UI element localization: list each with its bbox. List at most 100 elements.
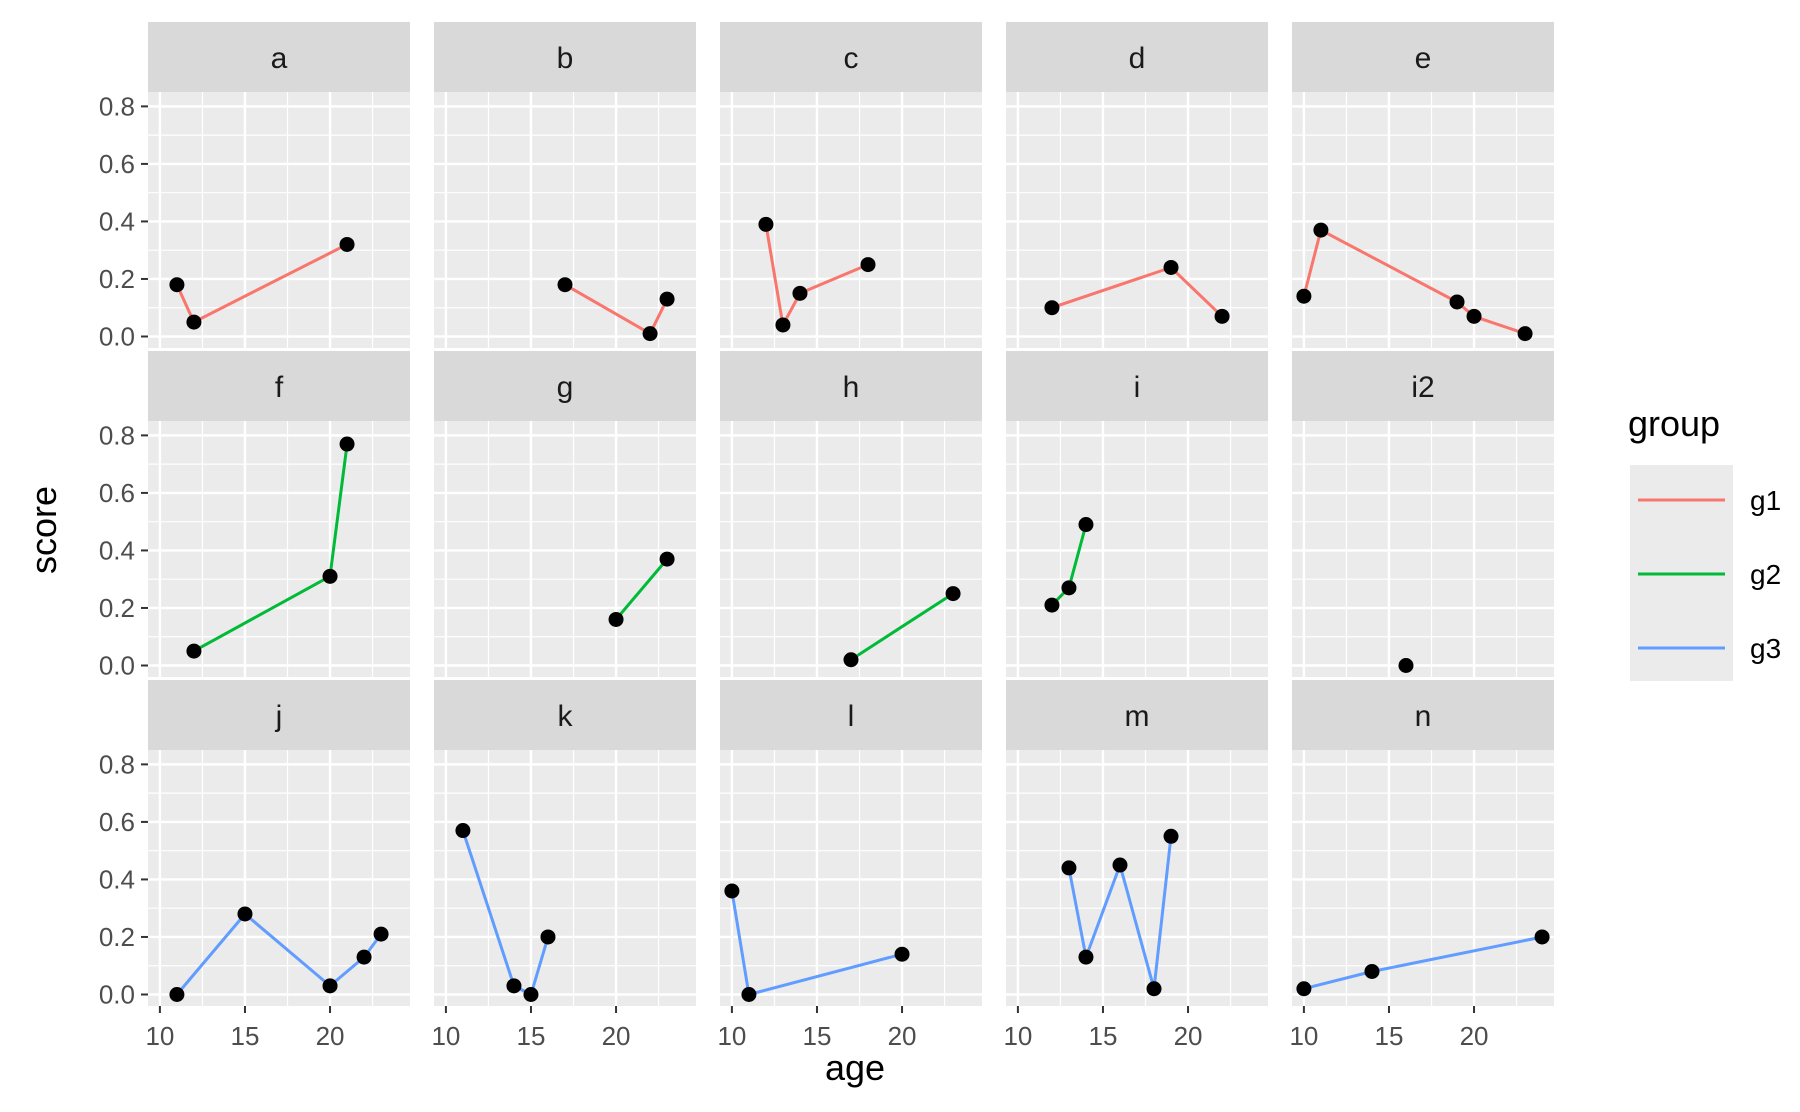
facet-panel-c: c: [720, 22, 982, 348]
data-point: [860, 257, 876, 273]
legend-label: g3: [1750, 633, 1781, 664]
data-point: [1163, 828, 1179, 844]
x-tick-label: 10: [1289, 1021, 1318, 1051]
data-point: [237, 906, 253, 922]
y-tick-label: 0.8: [99, 91, 135, 121]
facet-panel-a: a: [148, 22, 410, 348]
data-point: [792, 285, 808, 301]
data-point: [945, 586, 961, 602]
data-point: [608, 611, 624, 627]
facet-strip-label: j: [275, 700, 283, 733]
legend-label: g2: [1750, 559, 1781, 590]
y-tick-label: 0.0: [99, 650, 135, 680]
facet-panel-i2: i2: [1292, 351, 1554, 677]
x-tick-label: 15: [803, 1021, 832, 1051]
facet-panel-g: g: [434, 351, 696, 677]
x-tick-label: 10: [145, 1021, 174, 1051]
data-point: [339, 436, 355, 452]
x-tick-label: 10: [717, 1021, 746, 1051]
facet-strip: [720, 351, 982, 421]
x-tick-label: 15: [517, 1021, 546, 1051]
data-point: [523, 986, 539, 1002]
facet-strip-label: a: [271, 42, 288, 75]
x-tick-label: 20: [602, 1021, 631, 1051]
data-point: [1061, 580, 1077, 596]
grid-lines: [1292, 92, 1554, 348]
data-point: [1112, 857, 1128, 873]
facet-strip: [1292, 22, 1554, 92]
data-point: [1466, 308, 1482, 324]
series-line-g: [614, 558, 669, 621]
data-point: [169, 986, 185, 1002]
panel-background: [1292, 750, 1554, 1006]
facet-panel-b: b: [434, 22, 696, 348]
facet-strip-label: l: [848, 700, 855, 733]
x-tick-label: 15: [231, 1021, 260, 1051]
facet-panel-l: l: [720, 680, 982, 1006]
panel-background: [148, 750, 410, 1006]
facet-strip-label: f: [275, 371, 284, 404]
facet-panel-j: j: [148, 680, 410, 1006]
facet-strip: [148, 680, 410, 750]
facet-strip: [148, 351, 410, 421]
x-axis-title: age: [825, 1047, 885, 1088]
facet-panel-m: m: [1006, 680, 1268, 1006]
panel-background: [434, 92, 696, 348]
y-tick-label: 0.6: [99, 807, 135, 837]
panel-background: [720, 92, 982, 348]
y-tick-label: 0.6: [99, 149, 135, 179]
facet-strip-label: b: [557, 42, 574, 75]
facet-strip-label: e: [1415, 42, 1432, 75]
facet-strip: [148, 22, 410, 92]
y-tick-label: 0.0: [99, 979, 135, 1009]
grid-lines: [1006, 92, 1268, 348]
data-point: [1044, 597, 1060, 613]
data-point: [1296, 981, 1312, 997]
grid-lines: [1006, 421, 1268, 677]
data-point: [186, 314, 202, 330]
panel-background: [720, 421, 982, 677]
panel-background: [148, 421, 410, 677]
axes: 0.0 0.2 0.4 0.6 0.8 0.0 0.2 0.4 0.6 0.8 0.0 0.2 0.4 0…: [99, 91, 1489, 1051]
data-point: [322, 978, 338, 994]
x-tick-label: 20: [1174, 1021, 1203, 1051]
grid-lines: [1292, 421, 1554, 677]
y-tick-label: 0.2: [99, 922, 135, 952]
data-point: [843, 652, 859, 668]
x-tick-label: 20: [888, 1021, 917, 1051]
data-point: [741, 986, 757, 1002]
facet-strip-label: h: [843, 371, 860, 404]
data-point: [1146, 981, 1162, 997]
data-point: [557, 277, 573, 293]
panel-background: [434, 421, 696, 677]
y-axis-title: score: [23, 486, 64, 574]
facet-strip-label: i2: [1411, 371, 1434, 404]
y-tick-label: 0.2: [99, 264, 135, 294]
grid-lines: [434, 750, 696, 1006]
y-tick-label: 0.4: [99, 206, 135, 236]
facet-strip: [1006, 680, 1268, 750]
y-tick-label: 0.0: [99, 321, 135, 351]
series-line-c: [764, 224, 869, 327]
data-point: [1044, 300, 1060, 316]
data-point: [506, 978, 522, 994]
facet-strip: [1292, 680, 1554, 750]
grid-lines: [1006, 750, 1268, 1006]
panel-background: [1006, 421, 1268, 677]
data-point: [758, 216, 774, 232]
grid-lines: [434, 421, 696, 677]
series-line-k: [461, 830, 550, 996]
facet-strip-label: c: [844, 42, 859, 75]
y-tick-label: 0.4: [99, 864, 135, 894]
y-tick-label: 0.8: [99, 749, 135, 779]
panel-background: [434, 750, 696, 1006]
data-point: [540, 929, 556, 945]
legend: group g1 g2 g3: [1628, 403, 1781, 681]
facet-strip: [1006, 22, 1268, 92]
data-point: [1078, 517, 1094, 533]
data-point: [1061, 860, 1077, 876]
data-point: [1398, 657, 1414, 673]
data-point: [1214, 308, 1230, 324]
facet-panels: a b c d e f g h i i2 j k l m n: [148, 22, 1554, 1006]
